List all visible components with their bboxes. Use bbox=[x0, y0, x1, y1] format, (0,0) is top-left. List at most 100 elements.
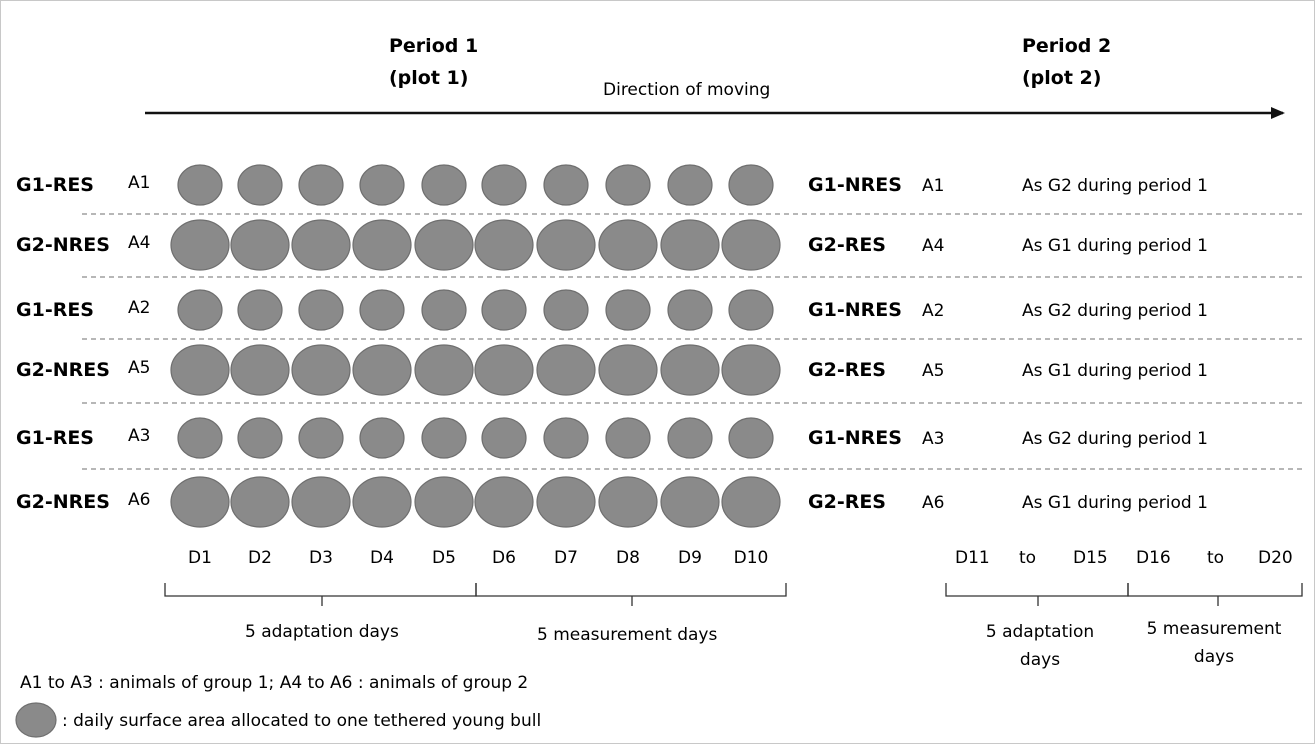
period2-plot: (plot 2) bbox=[1022, 67, 1101, 89]
period2-group-label: G2-RES bbox=[808, 359, 886, 381]
day-label: D2 bbox=[248, 548, 272, 568]
period1-header: Period 1 (plot 1) bbox=[389, 35, 478, 89]
daily-area-circle bbox=[352, 219, 412, 271]
day-label-d15: D15 bbox=[1073, 548, 1108, 568]
group-label: G2-NRES bbox=[16, 359, 110, 381]
daily-area-circle bbox=[298, 289, 344, 331]
daily-area-circle bbox=[728, 289, 774, 331]
period2-animal-label: A5 bbox=[922, 361, 944, 381]
daily-area-circle bbox=[598, 219, 658, 271]
period2-note: As G1 during period 1 bbox=[1022, 493, 1208, 513]
p2-adaptation-label-line1: 5 adaptation bbox=[986, 622, 1094, 642]
day-label-d16: D16 bbox=[1136, 548, 1171, 568]
daily-area-circle bbox=[359, 289, 405, 331]
brace-p2-adaptation bbox=[945, 583, 1129, 606]
animal-label: A5 bbox=[128, 358, 150, 378]
animal-row: G2-NRES A6 G2-RES A6 As G1 during period 1 bbox=[16, 476, 1208, 528]
daily-area-circle bbox=[667, 417, 713, 459]
daily-area-circle bbox=[359, 417, 405, 459]
legend-circle-icon bbox=[15, 702, 57, 738]
period2-animal-label: A6 bbox=[922, 493, 944, 513]
period2-note: As G1 during period 1 bbox=[1022, 361, 1208, 381]
daily-area-circle bbox=[291, 344, 351, 396]
daily-area-circle bbox=[291, 219, 351, 271]
group-label: G1-RES bbox=[16, 427, 94, 449]
daily-area-circle bbox=[414, 476, 474, 528]
daily-area-circle bbox=[352, 344, 412, 396]
animal-label: A2 bbox=[128, 298, 150, 318]
period2-group-label: G2-RES bbox=[808, 491, 886, 513]
daily-area-circle bbox=[721, 344, 781, 396]
daily-area-circle bbox=[598, 476, 658, 528]
p2-adaptation-label-line2: days bbox=[1020, 650, 1060, 670]
period2-animal-label: A4 bbox=[922, 236, 944, 256]
daily-area-circle bbox=[177, 417, 223, 459]
animal-rows: G1-RES A1 G1-NRES A1 As G2 during period 1 G2… bbox=[16, 164, 1302, 528]
day-label-to-1: to bbox=[1019, 548, 1036, 568]
day-label-d20: D20 bbox=[1258, 548, 1293, 568]
animal-label: A3 bbox=[128, 426, 150, 446]
p1-measurement-label: 5 measurement days bbox=[537, 625, 717, 645]
daily-area-circle bbox=[660, 476, 720, 528]
daily-area-circle bbox=[177, 289, 223, 331]
period2-title: Period 2 bbox=[1022, 35, 1111, 57]
daily-area-circle bbox=[660, 344, 720, 396]
daily-area-circle bbox=[605, 164, 651, 206]
daily-area-circle bbox=[605, 289, 651, 331]
daily-area-circle bbox=[298, 417, 344, 459]
daily-area-circle bbox=[728, 417, 774, 459]
period2-note: As G2 during period 1 bbox=[1022, 429, 1208, 449]
day-label: D10 bbox=[734, 548, 769, 568]
daily-area-circle bbox=[474, 476, 534, 528]
daily-area-circle bbox=[536, 219, 596, 271]
daily-area-circle bbox=[543, 417, 589, 459]
daily-area-circle bbox=[721, 476, 781, 528]
brace-p1-adaptation bbox=[164, 583, 477, 606]
group-label: G2-NRES bbox=[16, 491, 110, 513]
daily-area-circle bbox=[543, 164, 589, 206]
animal-row: G1-RES A3 G1-NRES A3 As G2 during period 1 bbox=[16, 417, 1208, 459]
animal-row: G1-RES A1 G1-NRES A1 As G2 during period 1 bbox=[16, 164, 1208, 206]
day-label: D8 bbox=[616, 548, 640, 568]
day-label: D7 bbox=[554, 548, 578, 568]
animal-row: G1-RES A2 G1-NRES A2 As G2 during period 1 bbox=[16, 289, 1208, 331]
day-label-to-2: to bbox=[1207, 548, 1224, 568]
day-label-d11: D11 bbox=[955, 548, 990, 568]
period2-header: Period 2 (plot 2) bbox=[1022, 35, 1111, 89]
group-label: G2-NRES bbox=[16, 234, 110, 256]
period2-note: As G2 during period 1 bbox=[1022, 176, 1208, 196]
period2-group-label: G1-NRES bbox=[808, 174, 902, 196]
daily-area-circle bbox=[474, 219, 534, 271]
period1-title: Period 1 bbox=[389, 35, 478, 57]
daily-area-circle bbox=[605, 417, 651, 459]
day-label: D6 bbox=[492, 548, 516, 568]
legend-circle-note: : daily surface area allocated to one te… bbox=[62, 711, 541, 731]
period2-note: As G2 during period 1 bbox=[1022, 301, 1208, 321]
daily-area-circle bbox=[170, 219, 230, 271]
daily-area-circle bbox=[536, 476, 596, 528]
daily-area-circle bbox=[237, 289, 283, 331]
daily-area-circle bbox=[481, 164, 527, 206]
day-label: D9 bbox=[678, 548, 702, 568]
period2-group-label: G1-NRES bbox=[808, 299, 902, 321]
daily-area-circle bbox=[291, 476, 351, 528]
period2-group-label: G1-NRES bbox=[808, 427, 902, 449]
daily-area-circle bbox=[230, 476, 290, 528]
period2-group-label: G2-RES bbox=[808, 234, 886, 256]
daily-area-circle bbox=[481, 417, 527, 459]
daily-area-circle bbox=[543, 289, 589, 331]
daily-area-circle bbox=[237, 164, 283, 206]
daily-area-circle bbox=[728, 164, 774, 206]
daily-area-circle bbox=[421, 164, 467, 206]
p1-adaptation-label: 5 adaptation days bbox=[245, 622, 399, 642]
daily-area-circle bbox=[667, 289, 713, 331]
legend-animals-note: A1 to A3 : animals of group 1; A4 to A6 … bbox=[20, 673, 528, 693]
direction-label: Direction of moving bbox=[603, 80, 770, 100]
period1-plot: (plot 1) bbox=[389, 67, 468, 89]
day-label: D4 bbox=[370, 548, 394, 568]
period2-animal-label: A3 bbox=[922, 429, 944, 449]
daily-area-circle bbox=[352, 476, 412, 528]
daily-area-circle bbox=[481, 289, 527, 331]
